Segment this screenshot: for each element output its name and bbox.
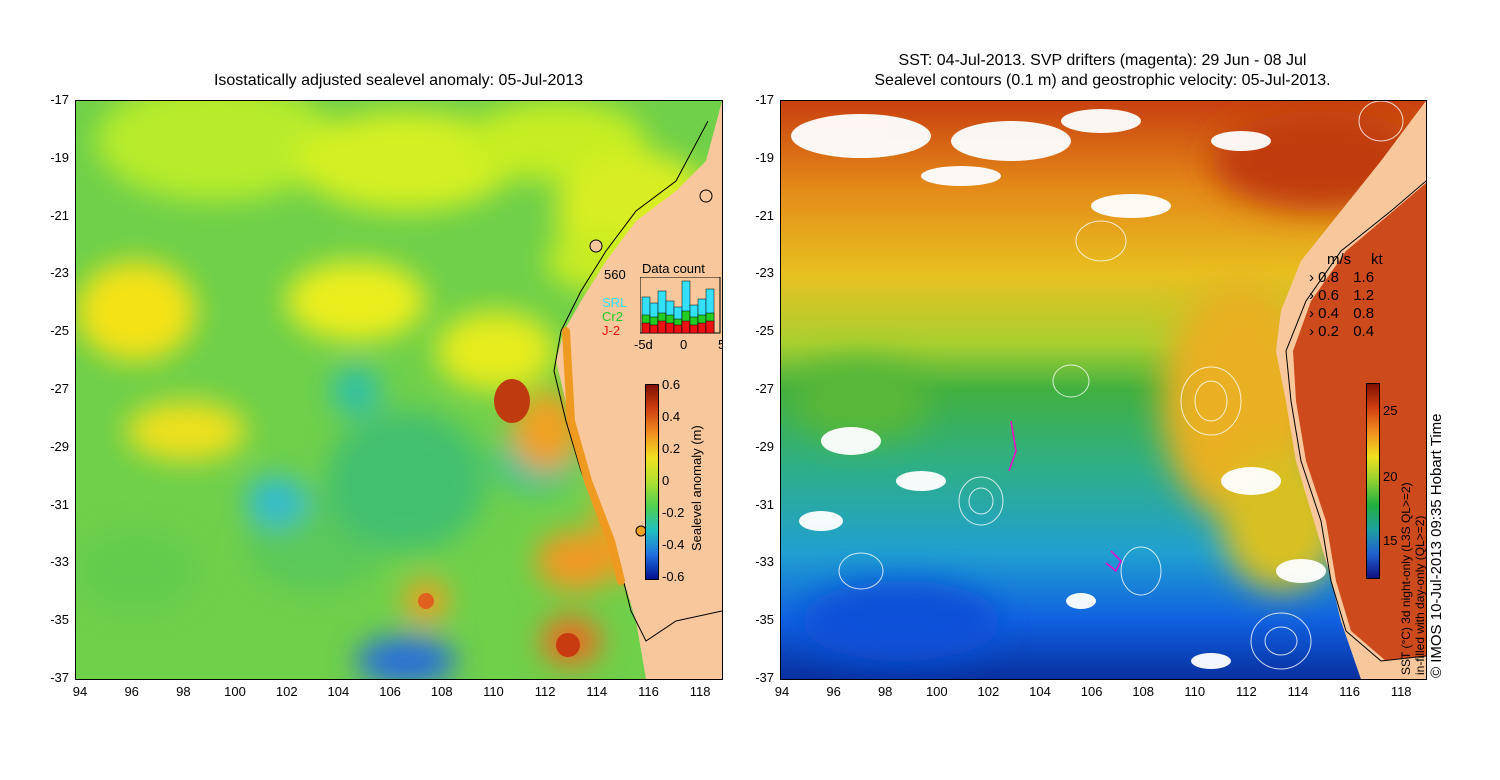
left-y-tick: -33 [50,554,69,570]
velocity-arrow-icon: › [1309,269,1314,286]
right-x-tick: 114 [1287,684,1309,699]
right-y-tick: -35 [755,612,774,628]
left-x-tick: 112 [534,684,556,699]
velocity-arrow-icon: › [1309,305,1314,322]
sst-colorbar-label-line1: SST (°C) 3d night-only (L3S QL>=2) [1399,482,1413,675]
left-x-tick: 118 [689,684,711,699]
sealevel-anomaly-map[interactable]: Data count 560 SRL Cr2 J-2 [75,100,723,680]
left-y-tick: -27 [50,381,69,396]
data-count-label-srl: SRL [602,295,628,310]
velocity-legend-ms: 0.2 [1318,323,1340,340]
left-y-tick: -23 [50,265,69,281]
left-x-tick: 96 [124,684,139,699]
left-x-tick: 100 [224,684,246,699]
data-count-title: Data count [642,261,705,276]
left-y-tick: -19 [50,149,69,165]
sealevel-colorbar-tick: -0.4 [662,537,685,552]
right-x-tick: 96 [826,684,841,699]
velocity-legend-kt: 1.6 [1353,269,1375,286]
left-y-tick: -31 [50,496,69,512]
left-x-tick: 102 [275,684,298,699]
sealevel-colorbar-tick: 0.6 [662,377,681,392]
left-map-title: Isostatically adjusted sealevel anomaly:… [213,72,584,89]
data-count-xtick-mid: 0 [680,337,688,352]
right-y-tick: -25 [755,323,774,339]
left-y-tick: -35 [50,612,69,628]
sst-map[interactable]: m/s kt › 0.8 1.6 › 0.6 1.2 › 0.4 0.8 › 0… [780,100,1427,680]
right-y-tick: -19 [755,149,774,165]
right-x-tick: 98 [877,684,893,699]
data-count-xtick-end: 5 [718,337,722,352]
data-count-histogram [640,277,721,334]
sealevel-colorbar [645,384,659,580]
velocity-legend-ms: 0.6 [1318,287,1340,304]
left-x-tick: 104 [327,684,350,699]
right-y-tick: -31 [755,496,774,512]
right-x-tick: 116 [1339,684,1360,699]
right-y-tick: -17 [755,92,774,107]
left-x-tick: 98 [176,684,191,699]
right-x-tick: 112 [1236,684,1257,699]
velocity-legend-ms: 0.8 [1318,269,1340,286]
velocity-arrow-icon: › [1309,323,1314,340]
velocity-legend-ms: 0.4 [1318,305,1340,322]
sealevel-colorbar-tick: -0.6 [662,569,685,584]
imos-credit: © IMOS 10-Jul-2013 09:35 Hobart Time [1428,413,1445,678]
sealevel-colorbar-tick: -0.2 [662,505,685,520]
left-y-tick: -25 [50,323,69,339]
left-x-tick: 106 [379,684,401,699]
left-y-tick: -17 [50,92,69,107]
sealevel-anomaly-field [76,101,722,679]
left-x-tick: 110 [483,684,504,699]
left-y-tick: -29 [50,438,69,454]
velocity-legend-row-4: › 0.2 0.4 [1309,323,1374,340]
sst-colorbar-tick: 15 [1383,533,1398,548]
right-x-tick: 110 [1184,684,1206,699]
sst-colorbar [1366,383,1380,579]
right-y-tick: -23 [755,265,774,281]
data-count-xtick-start: -5d [634,337,653,352]
data-count-label-cr2: Cr2 [602,309,623,324]
right-y-tick: -27 [755,381,774,396]
sst-colorbar-tick: 25 [1383,403,1398,418]
velocity-legend-kt: 1.2 [1353,287,1375,304]
left-x-tick: 116 [638,684,659,699]
sealevel-colorbar-tick: 0 [662,473,670,488]
sealevel-colorbar-tick: 0.2 [662,441,681,456]
left-x-tick: 108 [430,684,453,699]
left-y-tick: -21 [50,207,69,223]
right-x-tick: 100 [925,684,948,699]
left-x-tick: 114 [586,684,608,699]
right-x-tick: 108 [1132,684,1155,699]
right-x-tick: 118 [1390,684,1412,699]
velocity-legend-row-1: › 0.8 1.6 [1309,269,1374,286]
data-count-max-label: 560 [604,267,626,282]
right-y-tick: -21 [755,207,774,223]
right-x-tick: 102 [977,684,1000,699]
right-map-title-line1: SST: 04-Jul-2013. SVP drifters (magenta)… [898,52,1307,69]
right-y-tick: -37 [755,670,774,685]
left-x-tick: 94 [72,684,88,699]
right-x-tick: 106 [1080,684,1103,699]
right-x-tick: 94 [774,684,790,699]
sst-colorbar-tick: 20 [1383,469,1398,484]
velocity-legend-kt: 0.8 [1353,305,1375,322]
sst-field [781,101,1426,679]
right-y-tick: -33 [755,554,774,570]
sst-colorbar-label-line2: in-filled with day-only (QL>=2) [1413,515,1427,675]
velocity-legend-header-kt: kt [1371,251,1383,268]
velocity-legend-row-3: › 0.4 0.8 [1309,305,1374,322]
left-y-tick: -37 [50,670,69,685]
data-count-label-j2: J-2 [602,323,621,338]
velocity-legend-header-ms: m/s [1327,251,1352,268]
velocity-legend-row-2: › 0.6 1.2 [1309,287,1374,304]
velocity-arrow-icon: › [1309,287,1314,304]
sealevel-colorbar-tick: 0.4 [662,409,681,424]
right-x-tick: 104 [1029,684,1051,699]
sealevel-colorbar-label: Sealevel anomaly (m) [689,425,704,551]
velocity-legend-kt: 0.4 [1353,323,1375,340]
right-map-title-line2: Sealevel contours (0.1 m) and geostrophi… [874,72,1331,89]
right-y-tick: -29 [755,438,774,454]
